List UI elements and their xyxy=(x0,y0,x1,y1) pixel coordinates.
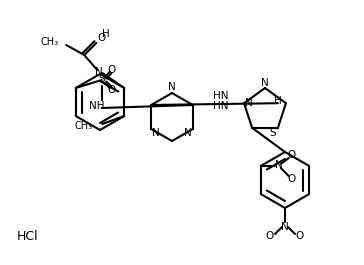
Text: H: H xyxy=(274,96,282,106)
Text: CH₃: CH₃ xyxy=(40,37,58,47)
Text: N: N xyxy=(184,128,192,138)
Text: HN: HN xyxy=(213,101,228,111)
Text: O: O xyxy=(288,150,296,160)
Text: O: O xyxy=(97,33,105,43)
Text: N: N xyxy=(275,160,282,170)
Text: N: N xyxy=(245,98,253,108)
Text: H: H xyxy=(102,29,110,39)
Text: HCl: HCl xyxy=(17,231,39,244)
Text: O: O xyxy=(288,174,296,184)
Text: N: N xyxy=(168,82,176,92)
Text: O: O xyxy=(296,231,304,241)
Text: O: O xyxy=(108,85,116,95)
Text: HN: HN xyxy=(213,91,228,101)
Text: S: S xyxy=(98,74,105,84)
Text: CH₃: CH₃ xyxy=(74,121,92,131)
Text: N: N xyxy=(261,78,269,88)
Text: O: O xyxy=(108,65,116,75)
Text: S: S xyxy=(270,128,276,138)
Text: N: N xyxy=(95,67,103,77)
Text: O: O xyxy=(266,231,274,241)
Text: N: N xyxy=(281,222,289,232)
Text: N: N xyxy=(153,128,160,138)
Text: NH: NH xyxy=(89,101,104,111)
